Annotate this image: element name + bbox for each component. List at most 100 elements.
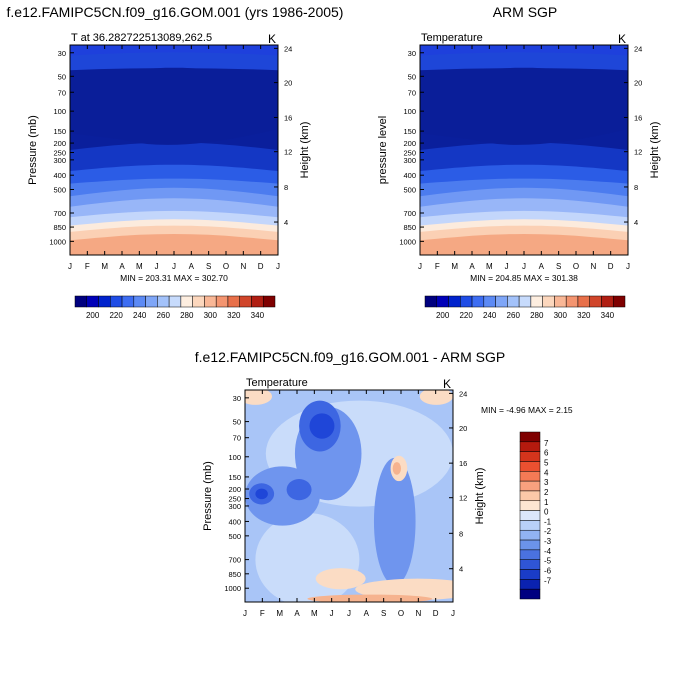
colorbar-label: 5 xyxy=(544,458,549,467)
colorbar-swatch xyxy=(554,295,567,308)
colorbar-swatch xyxy=(133,295,146,308)
y-right-tick-label: 12 xyxy=(284,148,292,157)
colorbar-label: 220 xyxy=(459,311,473,320)
y-tick-label: 30 xyxy=(233,394,241,403)
y-tick-label: 70 xyxy=(408,88,416,97)
x-tick-label: J xyxy=(347,609,351,618)
y-right-tick-label: 16 xyxy=(284,113,292,122)
contour-band xyxy=(420,234,628,255)
x-tick-label: S xyxy=(206,262,211,271)
colorbar-swatch xyxy=(215,295,229,308)
y-right-tick-label: 16 xyxy=(459,459,467,468)
y-tick-label: 30 xyxy=(58,49,66,58)
y-right-tick-label: 24 xyxy=(459,389,467,398)
colorbar-label: 260 xyxy=(507,311,521,320)
x-tick-label: J xyxy=(155,262,159,271)
colorbar-swatch xyxy=(239,295,252,308)
y-tick-label: 300 xyxy=(228,502,241,511)
colorbar-swatch xyxy=(519,471,541,482)
colorbar-label: 260 xyxy=(157,311,171,320)
x-tick-label: F xyxy=(85,262,90,271)
min-max-text: MIN = 203.31 MAX = 302.70 xyxy=(120,273,228,283)
colorbar-swatch xyxy=(577,295,590,308)
panel2-title: ARM SGP xyxy=(493,4,558,20)
y-tick-label: 250 xyxy=(403,149,416,158)
x-tick-label: M xyxy=(101,262,108,271)
colorbar-swatch xyxy=(519,588,541,600)
panel3-title: f.e12.FAMIPC5CN.f09_g16.GOM.001 - ARM SG… xyxy=(195,349,505,365)
y-axis-label: pressure level xyxy=(377,116,389,184)
colorbar-swatch xyxy=(519,529,541,541)
colorbar-swatch xyxy=(519,431,541,443)
colorbar-swatch xyxy=(251,295,264,308)
colorbar-swatch xyxy=(542,295,555,308)
y-axis-label: Pressure (mb) xyxy=(202,461,214,531)
colorbar-swatch xyxy=(121,295,135,308)
colorbar-label: -3 xyxy=(544,537,552,546)
colorbar-label: 220 xyxy=(109,311,123,320)
colorbar-label: -1 xyxy=(544,517,552,526)
y-tick-label: 300 xyxy=(53,156,66,165)
field-layer xyxy=(420,45,628,255)
x-tick-label: J xyxy=(451,609,455,618)
y-tick-label: 30 xyxy=(408,49,416,58)
y-tick-label: 100 xyxy=(53,107,66,116)
field-layer xyxy=(70,45,278,255)
colorbar-swatch xyxy=(530,295,543,308)
contour-core xyxy=(70,68,278,145)
x-tick-label: D xyxy=(433,609,439,618)
y-tick-label: 500 xyxy=(53,185,66,194)
y-tick-label: 700 xyxy=(403,209,416,218)
y-tick-label: 200 xyxy=(53,139,66,148)
y-tick-label: 50 xyxy=(233,418,241,427)
colorbar-swatch xyxy=(519,510,541,521)
x-tick-label: N xyxy=(240,262,246,271)
x-tick-label: F xyxy=(435,262,440,271)
y-tick-label: 500 xyxy=(403,185,416,194)
colorbar-swatch xyxy=(168,295,182,308)
y-right-axis-label: Height (km) xyxy=(474,468,486,525)
y-tick-label: 150 xyxy=(403,127,416,136)
subtitle-left: Temperature xyxy=(246,377,308,389)
x-tick-label: J xyxy=(68,262,72,271)
colorbar-label: 6 xyxy=(544,449,549,458)
contour-blob xyxy=(309,413,335,439)
colorbar-swatch xyxy=(507,295,520,308)
colorbar-label: 280 xyxy=(530,311,544,320)
y-tick-label: 50 xyxy=(408,72,416,81)
colorbar-swatch xyxy=(227,295,240,308)
colorbar-swatch xyxy=(565,295,579,308)
colorbar-swatch xyxy=(86,295,99,308)
colorbar-label: 320 xyxy=(577,311,591,320)
colorbar-swatch xyxy=(519,500,541,511)
contour-blob xyxy=(373,457,416,586)
colorbar-swatch xyxy=(262,295,276,308)
y-right-tick-label: 4 xyxy=(284,218,288,227)
x-tick-label: A xyxy=(119,262,125,271)
x-tick-label: J xyxy=(172,262,176,271)
x-tick-label: M xyxy=(276,609,283,618)
y-tick-label: 850 xyxy=(228,570,241,579)
x-tick-label: D xyxy=(258,262,264,271)
subtitle-units: K xyxy=(618,32,626,46)
y-tick-label: 250 xyxy=(53,149,66,158)
x-tick-label: O xyxy=(398,609,404,618)
colorbar-swatch xyxy=(519,461,541,472)
y-tick-label: 100 xyxy=(403,107,416,116)
colorbar-swatch xyxy=(519,480,541,492)
x-tick-label: M xyxy=(311,609,318,618)
colorbar-label: -2 xyxy=(544,527,552,536)
y-right-tick-label: 24 xyxy=(634,44,642,53)
x-tick-label: J xyxy=(276,262,280,271)
y-tick-label: 100 xyxy=(228,453,241,462)
y-right-tick-label: 8 xyxy=(459,529,463,538)
y-right-tick-label: 16 xyxy=(634,113,642,122)
y-tick-label: 200 xyxy=(403,139,416,148)
x-tick-label: J xyxy=(243,609,247,618)
panel1-title: f.e12.FAMIPC5CN.f09_g16.GOM.001 (yrs 198… xyxy=(7,4,344,20)
x-tick-label: M xyxy=(451,262,458,271)
colorbar-swatch xyxy=(74,295,88,308)
contour-blob xyxy=(255,512,360,602)
colorbar: 200 220 240 260 280 300 320 340 xyxy=(424,295,626,320)
